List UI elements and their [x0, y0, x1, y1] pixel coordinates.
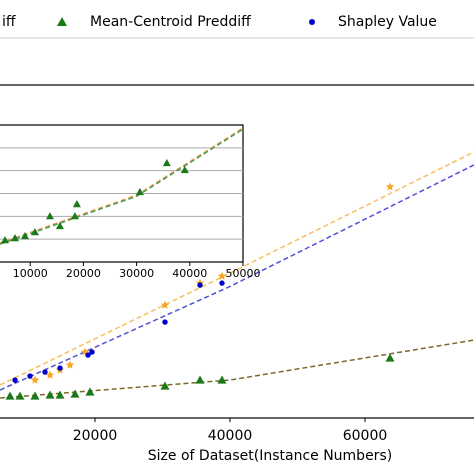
triangle-marker: [5, 391, 15, 400]
dot-marker: [85, 352, 91, 358]
triangle-marker: [160, 381, 170, 390]
dot-marker: [57, 365, 63, 371]
dot-marker: [89, 349, 95, 355]
x-tick-label: 20000: [66, 267, 101, 280]
star-marker: [217, 271, 227, 280]
triangle-marker: [30, 228, 39, 236]
triangle-marker: [385, 353, 395, 362]
star-marker: [65, 360, 75, 369]
dot-marker: [197, 282, 203, 288]
triangle-marker: [70, 212, 79, 220]
triangle-marker: [70, 389, 80, 398]
x-tick-label: 60000: [343, 428, 388, 444]
triangle-marker: [162, 158, 171, 167]
triangle-marker: [195, 375, 205, 384]
triangle-marker: [30, 391, 40, 400]
x-tick-label: 20000: [73, 428, 118, 444]
triangle-marker: [85, 387, 95, 396]
triangle-marker: [20, 231, 29, 240]
x-tick-label: 40000: [172, 267, 207, 280]
trend-line: [0, 164, 474, 391]
triangle-marker: [45, 212, 54, 220]
star-marker: [80, 347, 90, 356]
x-tick-label: 10000: [13, 267, 48, 280]
legend-label: Shapley Value: [338, 14, 437, 30]
dot-marker: [162, 319, 168, 325]
dot-marker: [27, 373, 33, 379]
legend-marker: [57, 17, 67, 26]
x-tick-label: 30000: [119, 267, 154, 280]
x-tick-label: 40000: [208, 428, 253, 444]
star-marker: [385, 182, 395, 191]
star-marker: [30, 375, 40, 384]
dot-marker: [42, 369, 48, 375]
triangle-marker: [55, 221, 64, 230]
triangle-marker: [55, 390, 65, 399]
plot-frame: [0, 84, 474, 419]
x-axis-label: Size of Dataset(Instance Numbers): [148, 448, 392, 464]
star-marker: [160, 300, 170, 309]
dot-marker: [219, 280, 225, 286]
dot-marker: [12, 377, 18, 383]
x-tick-label: 50000: [226, 267, 261, 280]
legend-label: iff: [2, 14, 16, 30]
legend-label: Mean-Centroid Preddiff: [90, 14, 251, 30]
triangle-marker: [217, 375, 227, 384]
triangle-marker: [10, 234, 19, 242]
triangle-marker: [135, 187, 144, 196]
star-marker: [45, 370, 55, 379]
triangle-marker: [0, 236, 9, 244]
trend-line: [0, 128, 244, 245]
triangle-marker: [180, 165, 189, 174]
legend-marker: [309, 19, 315, 25]
trend-line: [0, 339, 474, 399]
triangle-marker: [72, 200, 81, 208]
triangle-marker: [15, 391, 25, 400]
triangle-marker: [45, 390, 55, 399]
